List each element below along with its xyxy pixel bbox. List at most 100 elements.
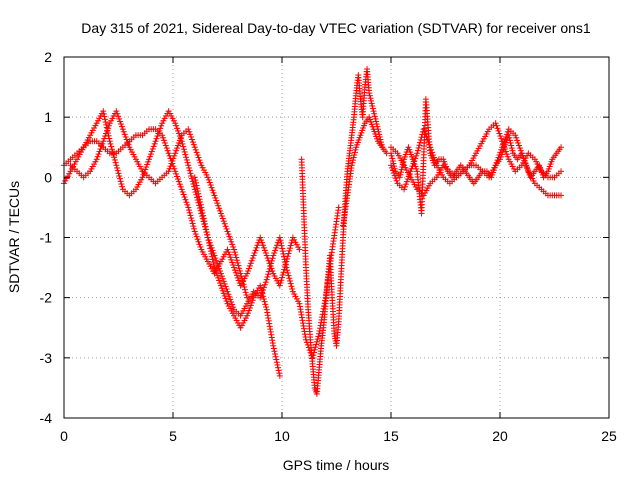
data-point — [400, 158, 407, 165]
data-point — [94, 153, 101, 160]
y-tick-label: -1 — [40, 230, 53, 246]
data-point — [260, 296, 267, 303]
data-point — [249, 297, 256, 304]
data-point — [106, 138, 113, 145]
data-point — [379, 144, 386, 151]
data-point — [233, 254, 240, 261]
data-point — [140, 171, 147, 178]
data-point — [201, 220, 208, 227]
data-point — [195, 154, 202, 161]
data-point — [206, 239, 213, 246]
data-point — [181, 148, 188, 155]
data-point — [201, 218, 208, 225]
data-point — [264, 312, 271, 319]
data-point — [280, 253, 287, 260]
data-point — [203, 229, 210, 236]
data-point — [402, 181, 409, 188]
data-point — [208, 184, 215, 191]
data-point — [289, 285, 296, 292]
data-point — [558, 168, 565, 175]
data-point — [267, 326, 274, 333]
data-point — [508, 145, 515, 152]
data-point — [217, 280, 224, 287]
data-point — [367, 95, 374, 102]
data-point — [123, 136, 130, 143]
data-point — [169, 158, 176, 165]
data-point — [198, 204, 205, 211]
data-point — [244, 294, 251, 301]
data-point — [515, 139, 522, 146]
data-point — [221, 220, 228, 227]
data-point — [514, 137, 521, 144]
data-point — [176, 181, 183, 188]
data-point — [390, 160, 397, 167]
data-point — [265, 268, 272, 275]
data-point — [281, 256, 288, 263]
data-point — [403, 178, 410, 185]
data-point — [218, 273, 225, 280]
data-point — [196, 241, 203, 248]
data-point — [121, 131, 128, 138]
data-point — [288, 283, 295, 290]
data-point — [174, 127, 181, 134]
data-point — [279, 271, 286, 278]
data-point — [116, 175, 123, 182]
data-point — [103, 121, 110, 128]
data-point — [244, 270, 251, 277]
data-point — [100, 108, 107, 115]
data-point — [246, 262, 253, 269]
data-point — [182, 196, 189, 203]
data-point — [286, 247, 293, 254]
axis-ticks — [63, 56, 610, 419]
data-point — [176, 137, 183, 144]
data-point — [193, 182, 200, 189]
x-axis-label: GPS time / hours — [283, 457, 390, 473]
data-point — [152, 138, 159, 145]
data-point — [269, 337, 276, 344]
data-point — [229, 259, 236, 266]
data-point — [288, 239, 295, 246]
data-point — [240, 281, 247, 288]
data-point — [373, 118, 380, 125]
data-point — [216, 277, 223, 284]
data-point — [233, 272, 240, 279]
data-point — [219, 275, 226, 282]
data-point — [232, 251, 239, 258]
data-point — [193, 149, 200, 156]
data-point — [237, 270, 244, 277]
data-point — [98, 143, 105, 150]
data-point — [499, 138, 506, 145]
data-point — [276, 234, 283, 241]
data-point — [204, 234, 211, 241]
data-point — [350, 154, 357, 161]
data-point — [217, 268, 224, 275]
data-point — [265, 317, 272, 324]
data-point — [389, 158, 396, 165]
data-point — [190, 141, 197, 148]
data-point — [275, 364, 282, 371]
data-point — [348, 162, 355, 169]
data-point — [114, 110, 121, 117]
data-point — [224, 246, 231, 253]
x-tick-label: 0 — [60, 428, 68, 444]
data-point — [278, 239, 285, 246]
data-point — [105, 122, 112, 129]
data-point — [211, 192, 218, 199]
data-point — [114, 164, 121, 171]
data-point — [368, 97, 375, 104]
data-point — [402, 183, 409, 190]
data-point — [316, 330, 323, 337]
data-point — [104, 125, 111, 132]
data-point — [391, 163, 398, 170]
data-point — [119, 183, 126, 190]
data-point — [102, 119, 109, 126]
data-point — [215, 262, 222, 269]
data-point — [111, 156, 118, 163]
data-point — [272, 353, 279, 360]
data-point — [115, 170, 122, 177]
data-point — [188, 175, 195, 182]
data-point — [220, 218, 227, 225]
data-point — [284, 269, 291, 276]
x-tick-labels: 0 5 10 15 20 25 — [60, 428, 617, 444]
data-point — [227, 296, 234, 303]
